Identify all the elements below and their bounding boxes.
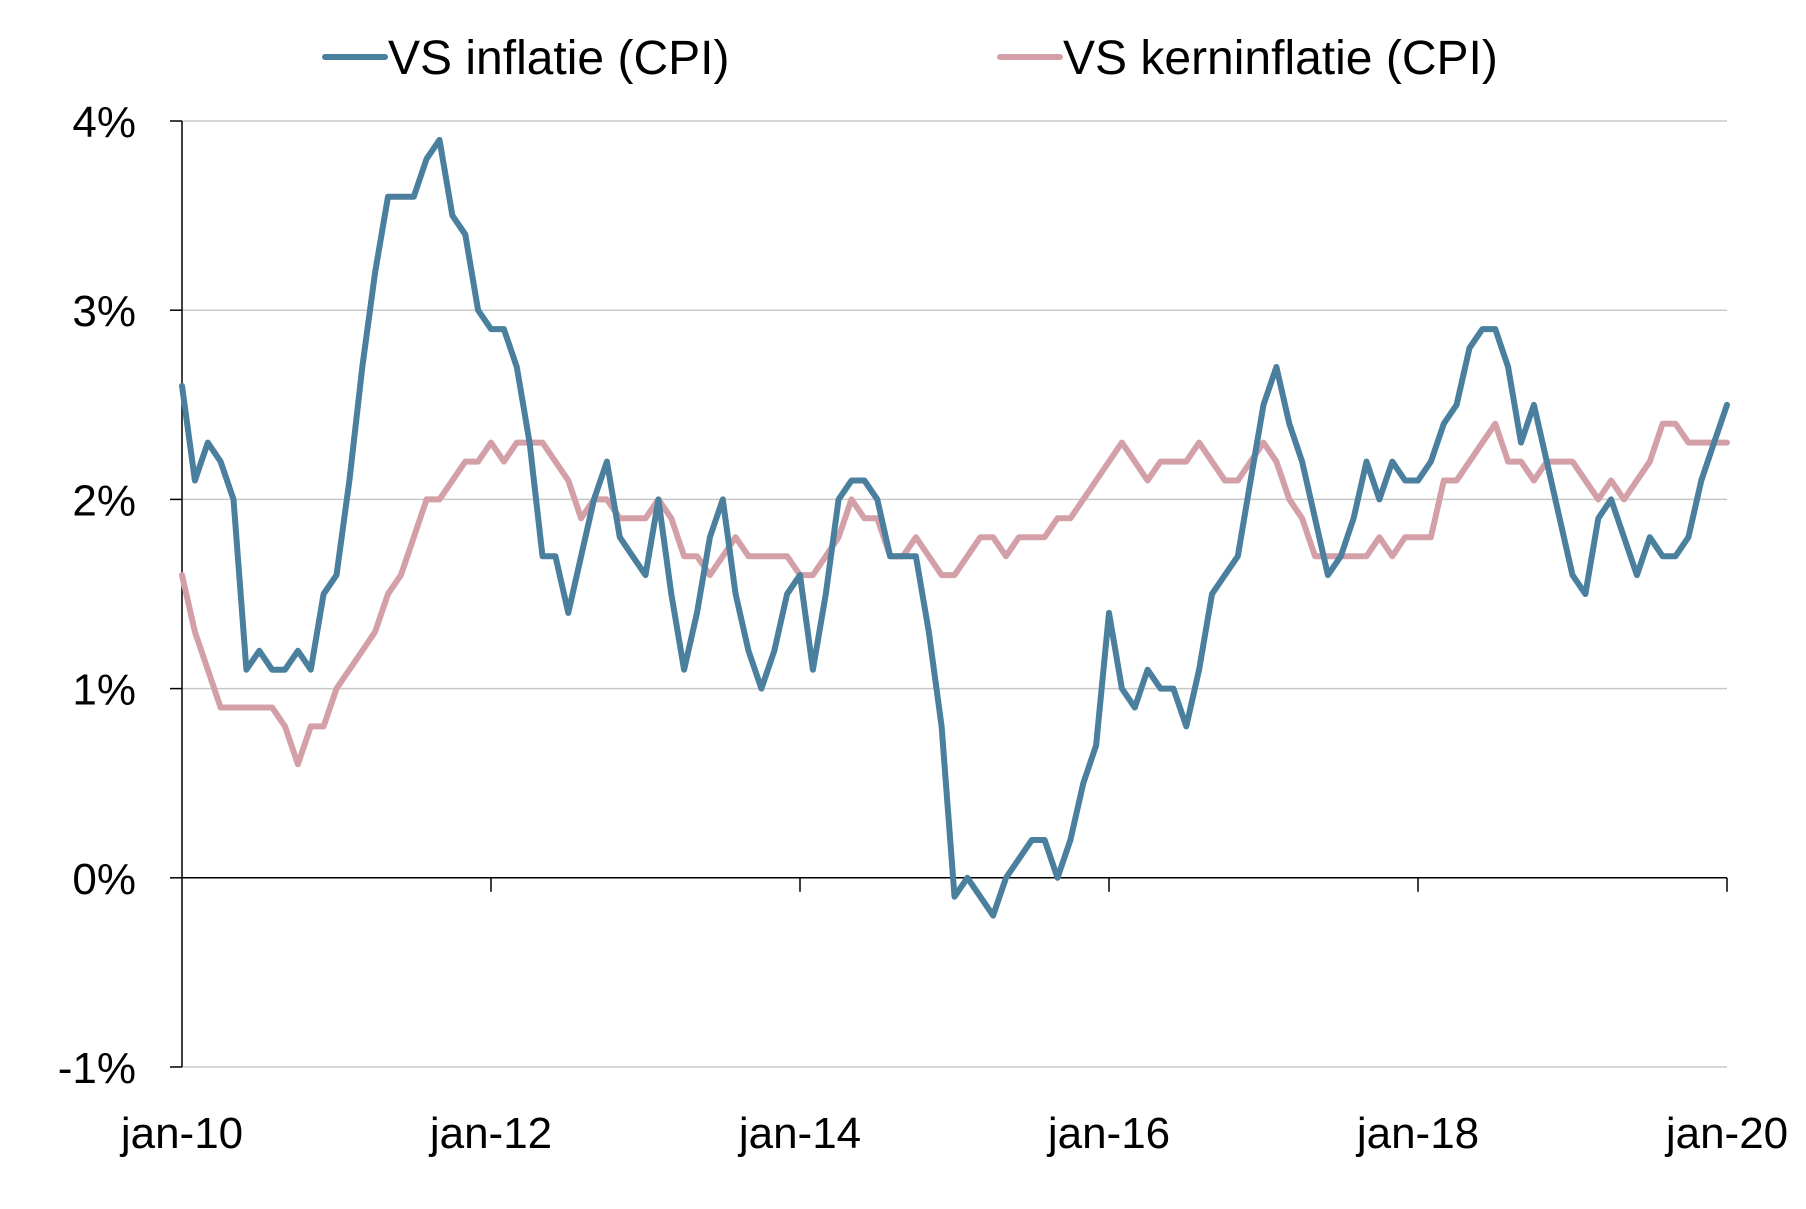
y-tick-label: 4% <box>72 98 136 147</box>
x-tick-label: jan-18 <box>1355 1109 1479 1158</box>
legend-label-core-cpi: VS kerninflatie (CPI) <box>1063 32 1498 85</box>
y-tick-label: 1% <box>72 666 136 715</box>
series-lines <box>179 136 1730 919</box>
series-line-core-cpi <box>179 420 1730 768</box>
series-line-cpi <box>179 136 1730 919</box>
y-tick-label: 3% <box>72 287 136 336</box>
legend-label-cpi: VS inflatie (CPI) <box>388 32 729 85</box>
x-tick-label: jan-12 <box>428 1109 552 1158</box>
legend: VS inflatie (CPI) VS kerninflatie (CPI) <box>322 32 1498 85</box>
x-tick-label: jan-14 <box>737 1109 861 1158</box>
x-tick-label: jan-16 <box>1046 1109 1170 1158</box>
x-tick-label: jan-20 <box>1664 1109 1788 1158</box>
y-tick-label: 0% <box>72 855 136 904</box>
axes <box>170 120 1728 1068</box>
y-tick-label: -1% <box>58 1044 136 1093</box>
gridlines <box>182 120 1727 1068</box>
x-axis-tick-labels: jan-10 jan-12 jan-14 jan-16 jan-18 jan-20 <box>119 1109 1788 1158</box>
y-tick-label: 2% <box>72 476 136 525</box>
x-tick-label: jan-10 <box>119 1109 243 1158</box>
y-axis-tick-labels: -1% 0% 1% 2% 3% 4% <box>58 98 136 1093</box>
